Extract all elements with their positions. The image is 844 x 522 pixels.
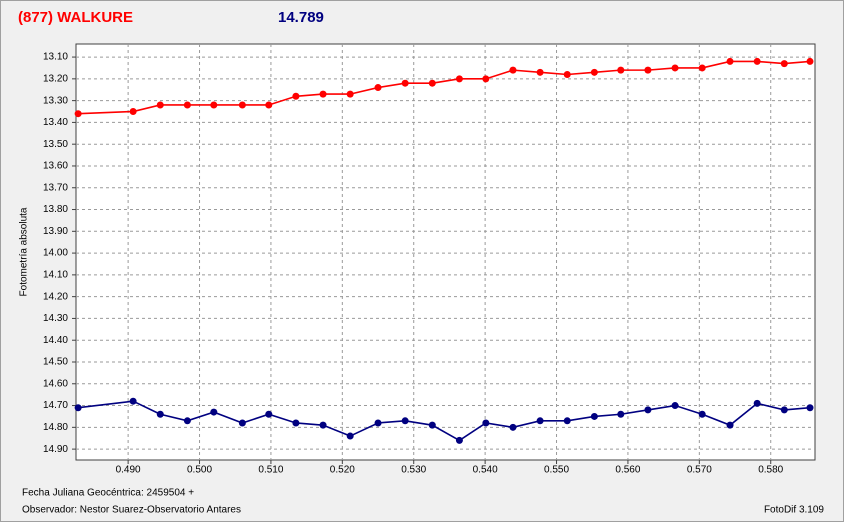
footer-version: FotoDif 3.109 [764,505,824,516]
data-point [482,419,490,427]
x-tick-label: 0.560 [615,465,640,476]
data-point [319,90,327,98]
data-point [238,101,246,109]
y-tick-label: 13.70 [43,182,68,193]
x-tick-label: 0.550 [544,465,569,476]
plot-area [75,43,816,461]
y-tick-label: 14.30 [43,313,68,324]
data-point [780,406,788,414]
y-tick-label: 14.00 [43,248,68,259]
data-point [265,410,273,418]
data-point [129,108,137,116]
y-tick-label: 14.40 [43,335,68,346]
data-point [644,66,652,74]
data-point [319,421,327,429]
data-point [671,64,679,72]
y-tick-label: 13.90 [43,226,68,237]
data-point [509,66,517,74]
data-point [210,101,218,109]
data-point [536,68,544,76]
data-point [806,404,814,412]
footer-observer: Observador: Nestor Suarez-Observatorio A… [22,505,241,516]
data-point [698,410,706,418]
data-point [428,79,436,87]
chart-title: (877) WALKURE [18,9,133,26]
data-point [156,410,164,418]
data-point [346,90,354,98]
data-point [455,75,463,83]
y-tick-label: 14.50 [43,357,68,368]
y-tick-label: 13.80 [43,204,68,215]
x-tick-label: 0.530 [401,465,426,476]
data-point [482,75,490,83]
x-tick-label: 0.490 [116,465,141,476]
x-tick-label: 0.570 [687,465,712,476]
data-point [183,101,191,109]
data-point [806,57,814,65]
data-point [374,84,382,92]
data-point [753,57,761,65]
data-point [698,64,706,72]
data-point [455,436,463,444]
data-point [210,408,218,416]
data-point [156,101,164,109]
data-point [292,419,300,427]
x-tick-label: 0.510 [258,465,283,476]
data-point [374,419,382,427]
data-point [265,101,273,109]
y-tick-label: 14.90 [43,444,68,455]
data-point [428,421,436,429]
y-tick-label: 14.20 [43,291,68,302]
x-tick-label: 0.500 [187,465,212,476]
y-axis-label: Fotometría absoluta [19,207,30,296]
data-point [74,110,82,118]
data-point [590,412,598,420]
data-point [238,419,246,427]
data-point [726,57,734,65]
y-tick-label: 13.50 [43,139,68,150]
data-point [292,92,300,100]
data-point [780,60,788,68]
y-tick-label: 13.20 [43,73,68,84]
data-point [753,399,761,407]
x-tick-label: 0.580 [758,465,783,476]
y-tick-label: 14.80 [43,422,68,433]
data-point [401,417,409,425]
data-point [346,432,354,440]
data-point [671,402,679,410]
data-point [726,421,734,429]
y-tick-label: 13.30 [43,95,68,106]
data-point [74,404,82,412]
data-point [536,417,544,425]
y-tick-label: 13.10 [43,52,68,63]
y-tick-label: 14.70 [43,400,68,411]
data-point [563,417,571,425]
footer-date: Fecha Juliana Geocéntrica: 2459504 + [22,488,194,499]
y-tick-label: 14.60 [43,378,68,389]
data-point [509,423,517,431]
data-point [401,79,409,87]
x-tick-label: 0.540 [473,465,498,476]
y-tick-label: 14.10 [43,270,68,281]
chart-value: 14.789 [278,9,324,26]
data-point [617,410,625,418]
data-point [644,406,652,414]
data-point [617,66,625,74]
data-point [590,68,598,76]
x-tick-label: 0.520 [330,465,355,476]
data-point [183,417,191,425]
y-tick-label: 13.60 [43,161,68,172]
y-tick-label: 13.40 [43,117,68,128]
data-point [129,397,137,405]
data-point [563,70,571,78]
